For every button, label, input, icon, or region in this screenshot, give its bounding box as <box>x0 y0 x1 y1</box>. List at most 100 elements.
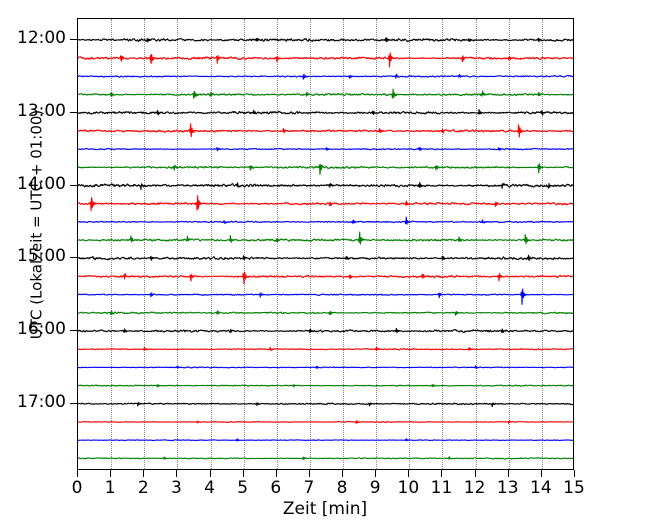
y-tick-label: 16:00 <box>17 319 66 340</box>
y-tick-label: 13:00 <box>17 100 66 121</box>
x-tick-label: 6 <box>270 478 282 498</box>
x-tick-mark <box>375 470 377 477</box>
x-tick-mark <box>209 470 211 477</box>
seismic-trace <box>78 456 573 460</box>
x-tick-mark <box>474 470 476 477</box>
trace-line-13-45 <box>78 163 573 175</box>
gridline-vertical <box>343 19 345 469</box>
y-tick-mark <box>70 257 77 259</box>
gridline-vertical <box>508 19 510 469</box>
seismic-trace <box>78 384 573 388</box>
y-tick-mark <box>70 111 77 113</box>
seismic-trace <box>78 402 573 408</box>
trace-line-17-45 <box>78 456 573 460</box>
gridline-vertical <box>409 19 411 469</box>
x-tick-label: 4 <box>204 478 215 498</box>
trace-line-15-45 <box>78 310 573 316</box>
seismic-trace <box>78 52 573 68</box>
x-tick-label: 3 <box>170 478 182 498</box>
x-tick-mark <box>342 470 344 477</box>
gridline-vertical <box>541 19 543 469</box>
y-tick-label: 17:00 <box>17 391 66 412</box>
x-axis-label: Zeit [min] <box>282 499 368 519</box>
seismic-trace <box>78 73 573 80</box>
seismic-trace <box>78 123 573 138</box>
plot-area <box>77 18 574 470</box>
y-tick-mark <box>70 39 77 40</box>
trace-line-12-15 <box>78 52 573 68</box>
gridline-vertical <box>376 19 378 469</box>
x-tick-mark <box>441 470 443 477</box>
seismic-trace <box>78 231 573 245</box>
x-tick-label: 1 <box>104 478 116 498</box>
trace-line-13-30 <box>78 147 573 152</box>
x-tick-label: 2 <box>137 478 149 498</box>
x-tick-label: 9 <box>369 478 381 498</box>
seismic-trace <box>78 147 573 152</box>
trace-line-14-45 <box>78 231 573 245</box>
trace-line-13-15 <box>78 123 573 138</box>
x-tick-label: 11 <box>430 478 453 498</box>
y-tick-mark <box>70 184 77 186</box>
gridline-vertical <box>177 19 179 469</box>
x-tick-label: 7 <box>303 478 315 498</box>
seismic-trace <box>78 420 573 424</box>
x-tick-mark <box>507 470 509 477</box>
seismic-trace <box>78 181 573 190</box>
seismic-trace <box>78 195 573 212</box>
x-tick-mark <box>110 470 112 477</box>
seismic-trace <box>78 37 573 43</box>
seismic-trace <box>78 365 573 370</box>
trace-line-15-00 <box>78 254 573 261</box>
gridline-vertical <box>475 19 477 469</box>
trace-line-17-30 <box>78 438 573 442</box>
gridline-vertical <box>210 19 212 469</box>
x-tick-mark <box>275 470 277 477</box>
x-tick-mark <box>242 470 244 477</box>
x-tick-label: 15 <box>563 478 585 498</box>
gridline-vertical <box>442 19 444 469</box>
gridline-vertical <box>144 19 146 469</box>
seismic-trace <box>78 271 573 285</box>
trace-line-15-15 <box>78 271 573 285</box>
x-tick-label: 5 <box>237 478 249 498</box>
x-tick-mark <box>176 470 178 477</box>
y-axis-label: UTC (Lokalzeit = UTC + 01:00) <box>27 109 46 340</box>
gridline-vertical <box>111 19 113 469</box>
x-tick-mark <box>77 470 78 477</box>
trace-line-16-30 <box>78 365 573 370</box>
x-tick-mark <box>540 470 542 477</box>
seismic-trace <box>78 438 573 442</box>
y-tick-mark <box>70 402 77 404</box>
trace-line-14-00 <box>78 181 573 190</box>
trace-line-13-00 <box>78 109 573 116</box>
seismic-trace <box>78 109 573 116</box>
trace-line-16-15 <box>78 346 573 351</box>
gridlines <box>78 19 573 469</box>
y-tick-label: 12:00 <box>17 28 66 48</box>
x-tick-mark <box>408 470 410 477</box>
x-tick-label: 14 <box>530 478 552 498</box>
x-tick-label: 12 <box>463 478 486 498</box>
x-tick-mark <box>143 470 145 477</box>
trace-line-12-45 <box>78 88 573 99</box>
trace-layer <box>78 19 573 469</box>
x-tick-label: 13 <box>496 478 519 498</box>
trace-line-14-30 <box>78 216 573 225</box>
gridline-vertical <box>309 19 311 469</box>
x-tick-label: 10 <box>397 478 420 498</box>
trace-line-17-15 <box>78 420 573 424</box>
seismic-trace <box>78 163 573 175</box>
seismic-trace <box>78 346 573 351</box>
trace-line-12-00 <box>78 37 573 43</box>
seismic-trace <box>78 216 573 225</box>
seismic-trace <box>78 288 573 305</box>
seismic-trace <box>78 254 573 261</box>
y-tick-mark <box>70 330 77 332</box>
gridline-vertical <box>243 19 245 469</box>
trace-line-16-45 <box>78 384 573 388</box>
trace-line-17-00 <box>78 402 573 408</box>
x-tick-mark <box>574 470 575 477</box>
seismic-trace <box>78 327 573 334</box>
